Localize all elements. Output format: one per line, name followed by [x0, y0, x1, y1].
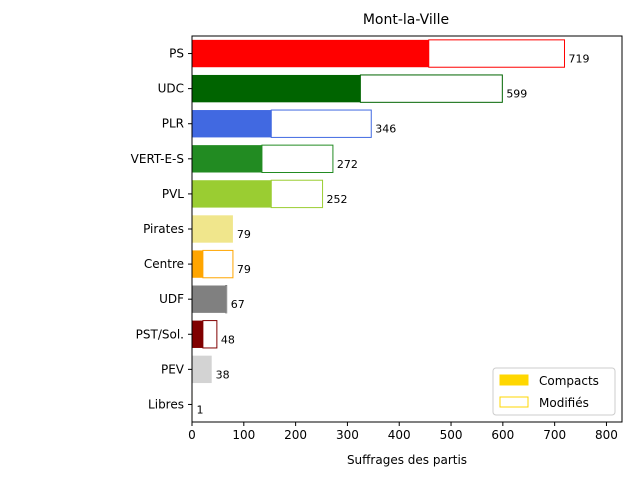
value-label-ps: 719 [568, 53, 589, 66]
legend-label-modifies: Modifiés [539, 396, 589, 410]
value-label-plr: 346 [375, 123, 396, 136]
bar-compacts-pst-sol- [192, 320, 203, 348]
y-tick-label-udc: UDC [158, 82, 184, 96]
bar-modifies-centre [202, 249, 234, 279]
bar-modifies-pst-sol- [202, 320, 218, 349]
value-label-udf: 67 [231, 298, 245, 311]
legend: Compacts Modifiés [492, 367, 616, 416]
bar-compacts-centre [192, 250, 203, 278]
y-tick-label-ps: PS [169, 47, 184, 61]
y-axis-ticks: PS UDC PLR VERT-E-S PVL Pirates Centre UDF PST/S… [131, 47, 192, 411]
bar-compacts-vert-e-s [192, 145, 262, 173]
bar-compacts-plr [192, 110, 272, 138]
y-tick-label-plr: PLR [162, 117, 184, 131]
value-labels: 719 599 346 272 252 79 79 67 48 38 1 [197, 53, 590, 417]
x-tick-label-200: 200 [284, 428, 307, 442]
x-axis-ticks: 0 100 200 300 400 500 600 700 800 [188, 422, 618, 442]
x-tick-label-500: 500 [440, 428, 463, 442]
bar-compacts-ps [192, 39, 429, 68]
bars-group [192, 39, 565, 419]
x-tick-label-300: 300 [336, 428, 359, 442]
bar-modifies-pvl [270, 179, 324, 209]
y-tick-label-pst-sol-: PST/Sol. [136, 327, 184, 341]
legend-swatch-compacts [499, 374, 529, 386]
x-tick-label-600: 600 [491, 428, 514, 442]
bar-compacts-pev [192, 355, 212, 384]
legend-swatch-modifies [499, 396, 529, 408]
bar-modifies-plr [270, 109, 372, 138]
bar-modifies-vert-e-s [261, 144, 334, 174]
bar-modifies-udc [359, 74, 503, 103]
bar-compacts-pvl [192, 180, 272, 208]
bar-modifies-udf [225, 284, 228, 314]
x-tick-label-400: 400 [388, 428, 411, 442]
x-tick-label-100: 100 [232, 428, 255, 442]
bar-compacts-udf [192, 285, 226, 313]
y-tick-label-pev: PEV [161, 362, 185, 376]
value-label-udc: 599 [506, 88, 527, 101]
value-label-pst-sol-: 48 [221, 333, 235, 346]
value-label-pev: 38 [216, 368, 230, 381]
x-axis-label: Suffrages des partis [347, 453, 467, 467]
x-tick-label-700: 700 [543, 428, 566, 442]
bar-modifies-ps [428, 39, 565, 68]
legend-label-compacts: Compacts [539, 374, 599, 388]
y-tick-label-vert-e-s: VERT-E-S [131, 152, 184, 166]
value-label-centre: 79 [237, 263, 251, 276]
chart-title: Mont-la-Ville [363, 12, 449, 28]
y-tick-label-pirates: Pirates [143, 222, 184, 236]
y-tick-label-centre: Centre [144, 257, 184, 271]
y-tick-label-udf: UDF [159, 292, 184, 306]
y-tick-label-libres: Libres [148, 397, 184, 411]
value-label-libres: 1 [197, 403, 204, 416]
plot-frame [191, 35, 623, 423]
x-tick-label-0: 0 [188, 428, 196, 442]
value-label-vert-e-s: 272 [337, 158, 358, 171]
bar-compacts-pirates [192, 215, 233, 243]
value-label-pvl: 252 [327, 193, 348, 206]
y-tick-label-pvl: PVL [162, 187, 184, 201]
x-tick-label-800: 800 [595, 428, 618, 442]
value-label-pirates: 79 [237, 228, 251, 241]
bar-compacts-udc [192, 74, 361, 103]
